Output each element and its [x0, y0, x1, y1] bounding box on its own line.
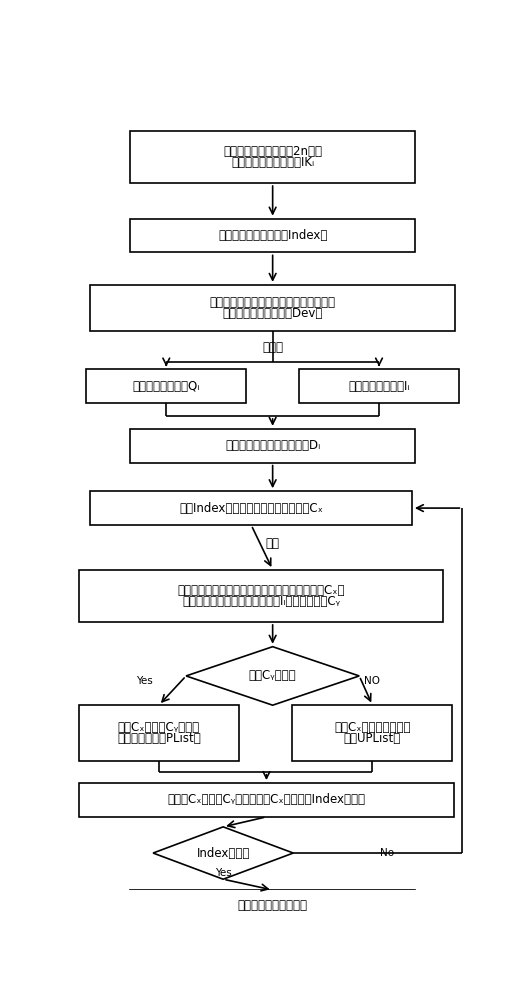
Text: 录在UPList中: 录在UPList中: [344, 732, 401, 745]
Bar: [90, 285, 455, 331]
Bar: [130, 890, 415, 921]
Bar: [90, 491, 412, 525]
Text: Index为空？: Index为空？: [196, 847, 250, 860]
Text: 功，二者记录在PList中: 功，二者记录在PList中: [117, 732, 201, 745]
Bar: [79, 783, 454, 817]
Text: 基础匹配难度系数Qᵢ: 基础匹配难度系数Qᵢ: [132, 380, 200, 393]
Text: NO: NO: [363, 676, 380, 686]
Text: No: No: [380, 848, 394, 858]
Text: 并将其记录在差值矩阵Dev中: 并将其记录在差值矩阵Dev中: [222, 307, 323, 320]
Text: 评估指标差值小于零点偏置目标Iₗ的另一只磁芯Cᵧ: 评估指标差值小于零点偏置目标Iₗ的另一只磁芯Cᵧ: [182, 595, 340, 608]
Bar: [299, 369, 459, 403]
Text: 匹配: 匹配: [265, 537, 280, 550]
Text: 将磁芯Cₓ与磁芯Cᵧ（或仅磁芯Cₓ）从数组Index中移除: 将磁芯Cₓ与磁芯Cᵧ（或仅磁芯Cₓ）从数组Index中移除: [168, 793, 365, 806]
Polygon shape: [153, 827, 293, 879]
Text: 磁芯Cₓ与磁芯Cᵧ配对成: 磁芯Cₓ与磁芯Cᵧ配对成: [118, 721, 200, 734]
Text: 优先度: 优先度: [262, 341, 283, 354]
Bar: [293, 705, 452, 761]
Bar: [130, 429, 415, 463]
Text: 计算任意两个磁芯之间的评估指标差值，: 计算任意两个磁芯之间的评估指标差值，: [210, 296, 336, 309]
Text: 芯的磁化特性评估指标IKᵢ: 芯的磁化特性评估指标IKᵢ: [231, 156, 314, 169]
Bar: [130, 131, 415, 183]
Text: Yes: Yes: [215, 868, 231, 878]
Bar: [79, 705, 239, 761]
Bar: [130, 219, 415, 252]
Text: 每一个磁芯的匹配难度系数Dᵢ: 每一个磁芯的匹配难度系数Dᵢ: [225, 439, 320, 452]
Text: 磁芯的序号记录在数组Index中: 磁芯的序号记录在数组Index中: [218, 229, 327, 242]
Text: 挑选Index中匹配难度系数最大的磁芯Cₓ: 挑选Index中匹配难度系数最大的磁芯Cₓ: [179, 502, 323, 515]
Text: 在剩余磁芯中选出匹配难度系数最大，且与磁芯Cₓ的: 在剩余磁芯中选出匹配难度系数最大，且与磁芯Cₓ的: [177, 584, 345, 597]
Text: 磁芯Cₓ配对失败，其记: 磁芯Cₓ配对失败，其记: [334, 721, 411, 734]
Bar: [79, 570, 443, 622]
Text: 附加匹配难度系数Iᵢ: 附加匹配难度系数Iᵢ: [348, 380, 410, 393]
Bar: [86, 369, 246, 403]
Text: 利用磁滞回线特性计算2n个磁: 利用磁滞回线特性计算2n个磁: [223, 145, 322, 158]
Text: Yes: Yes: [137, 676, 153, 686]
Text: 输出磁调制器匹配结果: 输出磁调制器匹配结果: [238, 899, 307, 912]
Polygon shape: [186, 647, 359, 705]
Text: 磁芯Cᵧ存在？: 磁芯Cᵧ存在？: [249, 669, 296, 682]
